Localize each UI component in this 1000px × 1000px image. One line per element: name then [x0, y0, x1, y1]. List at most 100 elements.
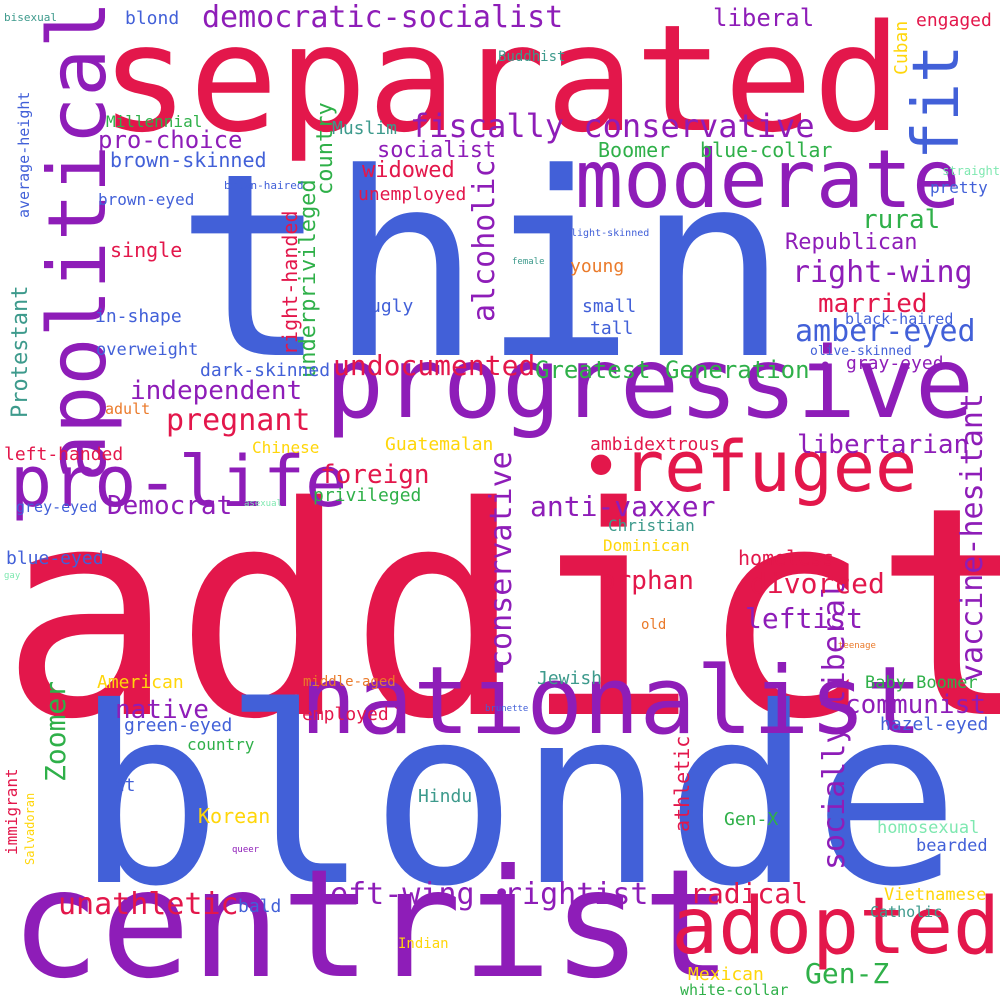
word-53: Cuban	[891, 20, 912, 75]
word-106: bald	[238, 896, 282, 917]
word-113: brown-haired	[224, 179, 304, 192]
word-16: amber-eyed	[795, 314, 976, 349]
word-31: radical	[690, 877, 809, 910]
word-33: Democrat	[107, 491, 233, 521]
word-6: nationalist	[300, 647, 923, 756]
word-22: left-wing •	[312, 877, 511, 912]
word-12: fit	[900, 44, 974, 160]
word-90: Baby Boomer	[865, 673, 978, 693]
word-26: anti-vaxxer	[530, 490, 716, 523]
word-105: Vietnamese	[884, 885, 987, 905]
word-78: grey-eyed	[16, 498, 98, 516]
word-73: left-handed	[4, 444, 124, 465]
word-80: Christian	[608, 516, 695, 535]
word-112: average-height	[15, 91, 33, 218]
word-86: teenage	[838, 641, 876, 651]
word-69: tall	[590, 318, 634, 339]
word-20: conservative	[484, 451, 519, 668]
word-39: native	[115, 695, 209, 725]
word-108: Indian	[398, 936, 449, 952]
word-24: pregnant	[166, 403, 311, 438]
word-79: asexual	[244, 499, 282, 509]
word-66: in-shape	[95, 306, 182, 327]
word-40: communist	[845, 690, 986, 720]
word-32: libertarian	[797, 430, 970, 460]
word-36: rural	[862, 205, 941, 235]
word-60: brown-skinned	[110, 148, 267, 172]
word-93: brunette	[485, 704, 529, 714]
word-50: country	[313, 102, 338, 195]
word-21: unathletic	[58, 887, 239, 922]
word-115: female	[512, 257, 545, 267]
word-52: athletic	[670, 735, 694, 832]
word-28: divorced	[750, 567, 885, 600]
word-81: Dominican	[603, 536, 690, 555]
word-10: •refugee	[580, 426, 918, 508]
word-91: green-eyed	[124, 715, 233, 736]
word-89: Jewish	[537, 668, 603, 689]
word-71: dark-skinned	[200, 360, 331, 381]
word-47: widowed	[362, 158, 455, 183]
word-48: Protestant	[8, 285, 33, 418]
word-25: undocumented	[333, 349, 536, 382]
word-110: white-collar	[680, 981, 789, 999]
word-14: fiscally conservative	[410, 107, 815, 145]
word-107: Catholic	[870, 903, 943, 921]
word-1: thin	[175, 119, 790, 416]
word-102: homosexual	[877, 818, 980, 838]
word-11: pro-life	[10, 441, 348, 523]
word-94: employed	[302, 704, 389, 725]
word-76: ambidextrous	[590, 434, 721, 455]
word-57: Buddhist	[498, 49, 566, 65]
word-77: privileged	[313, 485, 422, 506]
word-114: light-skinned	[571, 228, 650, 239]
word-84: gay	[4, 571, 21, 581]
word-54: engaged	[916, 10, 992, 31]
word-120: gray-eyed	[846, 353, 944, 374]
word-95: country	[187, 735, 255, 754]
word-2: blonde	[75, 655, 961, 940]
word-83: blue-eyed	[6, 548, 104, 569]
word-99: Hindu	[418, 786, 473, 807]
word-116: straight	[942, 164, 1000, 178]
word-85: old	[641, 617, 667, 633]
word-7: moderate	[575, 133, 961, 226]
word-118: black-haired	[845, 310, 954, 328]
word-117: pretty	[930, 178, 988, 197]
word-104: queer	[232, 845, 260, 855]
word-15: right-wing	[792, 255, 973, 290]
word-29: leftist	[745, 602, 864, 635]
word-43: Greatest Generation	[535, 356, 810, 384]
word-0: addict	[0, 446, 1000, 783]
word-82: homeless	[738, 546, 835, 570]
word-45: Republican	[785, 230, 918, 255]
word-56: Boomer	[598, 138, 671, 162]
word-9: adopted	[671, 882, 1000, 972]
word-19: alcoholic	[467, 159, 502, 322]
word-34: independent	[130, 376, 303, 406]
word-101: Gen-X	[724, 809, 779, 830]
word-119: olive-skinned	[810, 344, 912, 359]
word-97: Salvadoran	[23, 792, 37, 865]
word-44: •	[818, 352, 833, 380]
word-41: pro-choice	[98, 126, 243, 154]
word-37: orphan	[600, 566, 694, 596]
word-30: Gen-Z	[805, 957, 890, 990]
word-27: Zoomer	[39, 680, 72, 782]
word-4: centrist	[10, 838, 733, 1000]
word-109: Mexican	[688, 964, 764, 985]
word-87: middle-aged	[303, 674, 396, 690]
word-111: bisexual	[4, 11, 57, 24]
word-61: blond	[125, 8, 180, 29]
word-46: socialist	[377, 138, 497, 163]
word-72: adult	[105, 400, 151, 418]
word-103: bearded	[916, 836, 988, 856]
word-51: right-handed	[278, 210, 302, 356]
word-59: Millennial	[106, 112, 203, 131]
word-35: married	[818, 289, 928, 319]
word-23: rightist	[504, 877, 649, 912]
word-63: unemployed	[358, 184, 467, 205]
word-92: hazel-eyed	[880, 714, 989, 735]
word-67: ugly	[370, 296, 414, 317]
